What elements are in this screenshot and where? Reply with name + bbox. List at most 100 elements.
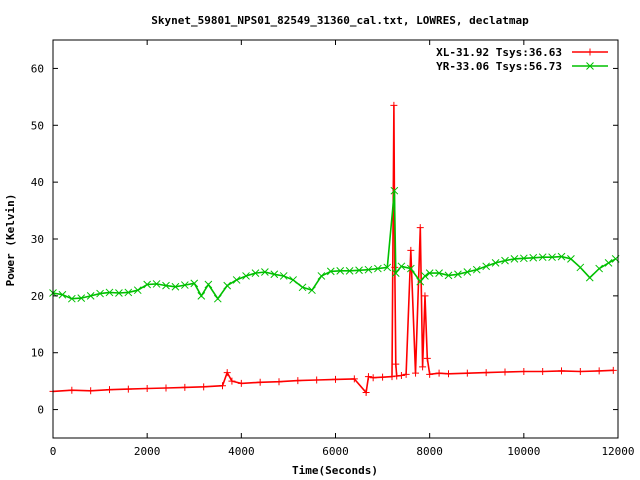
data-point bbox=[491, 259, 500, 267]
data-point bbox=[162, 281, 170, 290]
y-tick-label: 40 bbox=[31, 176, 44, 189]
data-point bbox=[242, 272, 250, 280]
data-point bbox=[190, 279, 199, 288]
data-point bbox=[558, 367, 565, 375]
data-point bbox=[445, 370, 452, 378]
legend-marker bbox=[586, 48, 594, 56]
data-point bbox=[416, 224, 424, 232]
x-tick-label: 2000 bbox=[134, 445, 161, 458]
data-point bbox=[397, 262, 406, 271]
data-point bbox=[308, 286, 316, 295]
data-point bbox=[482, 262, 491, 271]
data-point bbox=[407, 246, 415, 254]
data-point bbox=[200, 383, 208, 391]
data-point bbox=[419, 363, 427, 371]
data-point bbox=[609, 366, 617, 374]
x-axis: 0 2000 4000 6000 8000 10000 12000 bbox=[50, 40, 635, 458]
data-point bbox=[369, 374, 377, 382]
data-point bbox=[204, 280, 213, 289]
data-point bbox=[388, 373, 396, 381]
data-point bbox=[391, 269, 400, 277]
data-point bbox=[152, 280, 161, 288]
data-point bbox=[595, 264, 604, 273]
data-point bbox=[585, 273, 594, 282]
data-point bbox=[67, 294, 76, 303]
data-point bbox=[251, 269, 260, 277]
data-point bbox=[345, 266, 354, 275]
data-point bbox=[223, 369, 231, 377]
y-tick-label: 20 bbox=[31, 290, 44, 303]
data-point bbox=[435, 269, 443, 277]
data-point bbox=[406, 264, 415, 273]
data-point bbox=[261, 268, 269, 276]
data-point bbox=[213, 294, 222, 303]
data-point bbox=[567, 255, 575, 263]
y-tick-label: 10 bbox=[31, 347, 44, 360]
data-point bbox=[423, 354, 431, 362]
data-point bbox=[421, 272, 429, 280]
x-tick-label: 12000 bbox=[601, 445, 634, 458]
data-point bbox=[548, 253, 556, 262]
data-point bbox=[576, 367, 584, 375]
y-tick-label: 30 bbox=[31, 233, 44, 246]
data-point bbox=[106, 386, 113, 394]
data-point bbox=[538, 253, 547, 262]
legend-label: XL-31.92 Tsys:36.63 bbox=[436, 46, 562, 59]
series-line bbox=[52, 105, 614, 395]
data-point bbox=[68, 386, 76, 394]
data-point bbox=[105, 288, 114, 297]
data-point bbox=[444, 271, 453, 280]
data-point bbox=[379, 373, 387, 381]
data-point bbox=[237, 379, 245, 387]
data-point bbox=[595, 367, 603, 375]
data-point bbox=[393, 372, 401, 380]
data-point bbox=[124, 385, 132, 393]
data-point bbox=[143, 280, 152, 289]
data-point bbox=[416, 277, 425, 286]
data-point bbox=[197, 292, 206, 300]
data-point bbox=[180, 281, 189, 289]
x-tick-label: 4000 bbox=[228, 445, 255, 458]
data-point bbox=[390, 186, 399, 195]
data-point bbox=[421, 292, 429, 300]
data-point bbox=[143, 385, 151, 393]
data-point bbox=[390, 101, 398, 109]
data-point bbox=[519, 254, 528, 263]
data-point bbox=[529, 253, 538, 262]
data-point bbox=[374, 264, 382, 273]
data-point bbox=[576, 263, 585, 272]
legend-label: YR-33.06 Tsys:56.73 bbox=[436, 60, 562, 73]
data-point bbox=[520, 367, 528, 375]
y-tick-label: 60 bbox=[31, 62, 44, 75]
data-point bbox=[364, 373, 372, 381]
data-point bbox=[402, 370, 410, 378]
y-axis-label: Power (Kelvin) bbox=[4, 194, 17, 287]
data-point bbox=[219, 382, 226, 390]
x-tick-label: 6000 bbox=[322, 445, 349, 458]
data-point bbox=[392, 360, 400, 368]
y-axis: 0 10 20 30 40 50 60 bbox=[31, 62, 618, 417]
data-point bbox=[557, 252, 566, 261]
data-point bbox=[275, 378, 283, 386]
data-point bbox=[279, 272, 288, 280]
x-tick-label: 10000 bbox=[507, 445, 540, 458]
data-point bbox=[510, 255, 519, 263]
data-point bbox=[482, 369, 490, 377]
data-point bbox=[332, 375, 339, 383]
series-layer bbox=[49, 101, 620, 397]
data-point bbox=[171, 282, 180, 291]
data-point bbox=[228, 377, 236, 385]
y-tick-label: 0 bbox=[37, 404, 44, 417]
data-point bbox=[463, 268, 472, 276]
data-point bbox=[472, 265, 481, 274]
data-point bbox=[317, 272, 326, 280]
data-point bbox=[326, 267, 335, 276]
data-point bbox=[539, 367, 547, 375]
data-point bbox=[383, 263, 392, 272]
data-point bbox=[355, 266, 363, 275]
data-point bbox=[294, 377, 302, 385]
data-point bbox=[133, 286, 142, 295]
data-point bbox=[426, 370, 434, 378]
